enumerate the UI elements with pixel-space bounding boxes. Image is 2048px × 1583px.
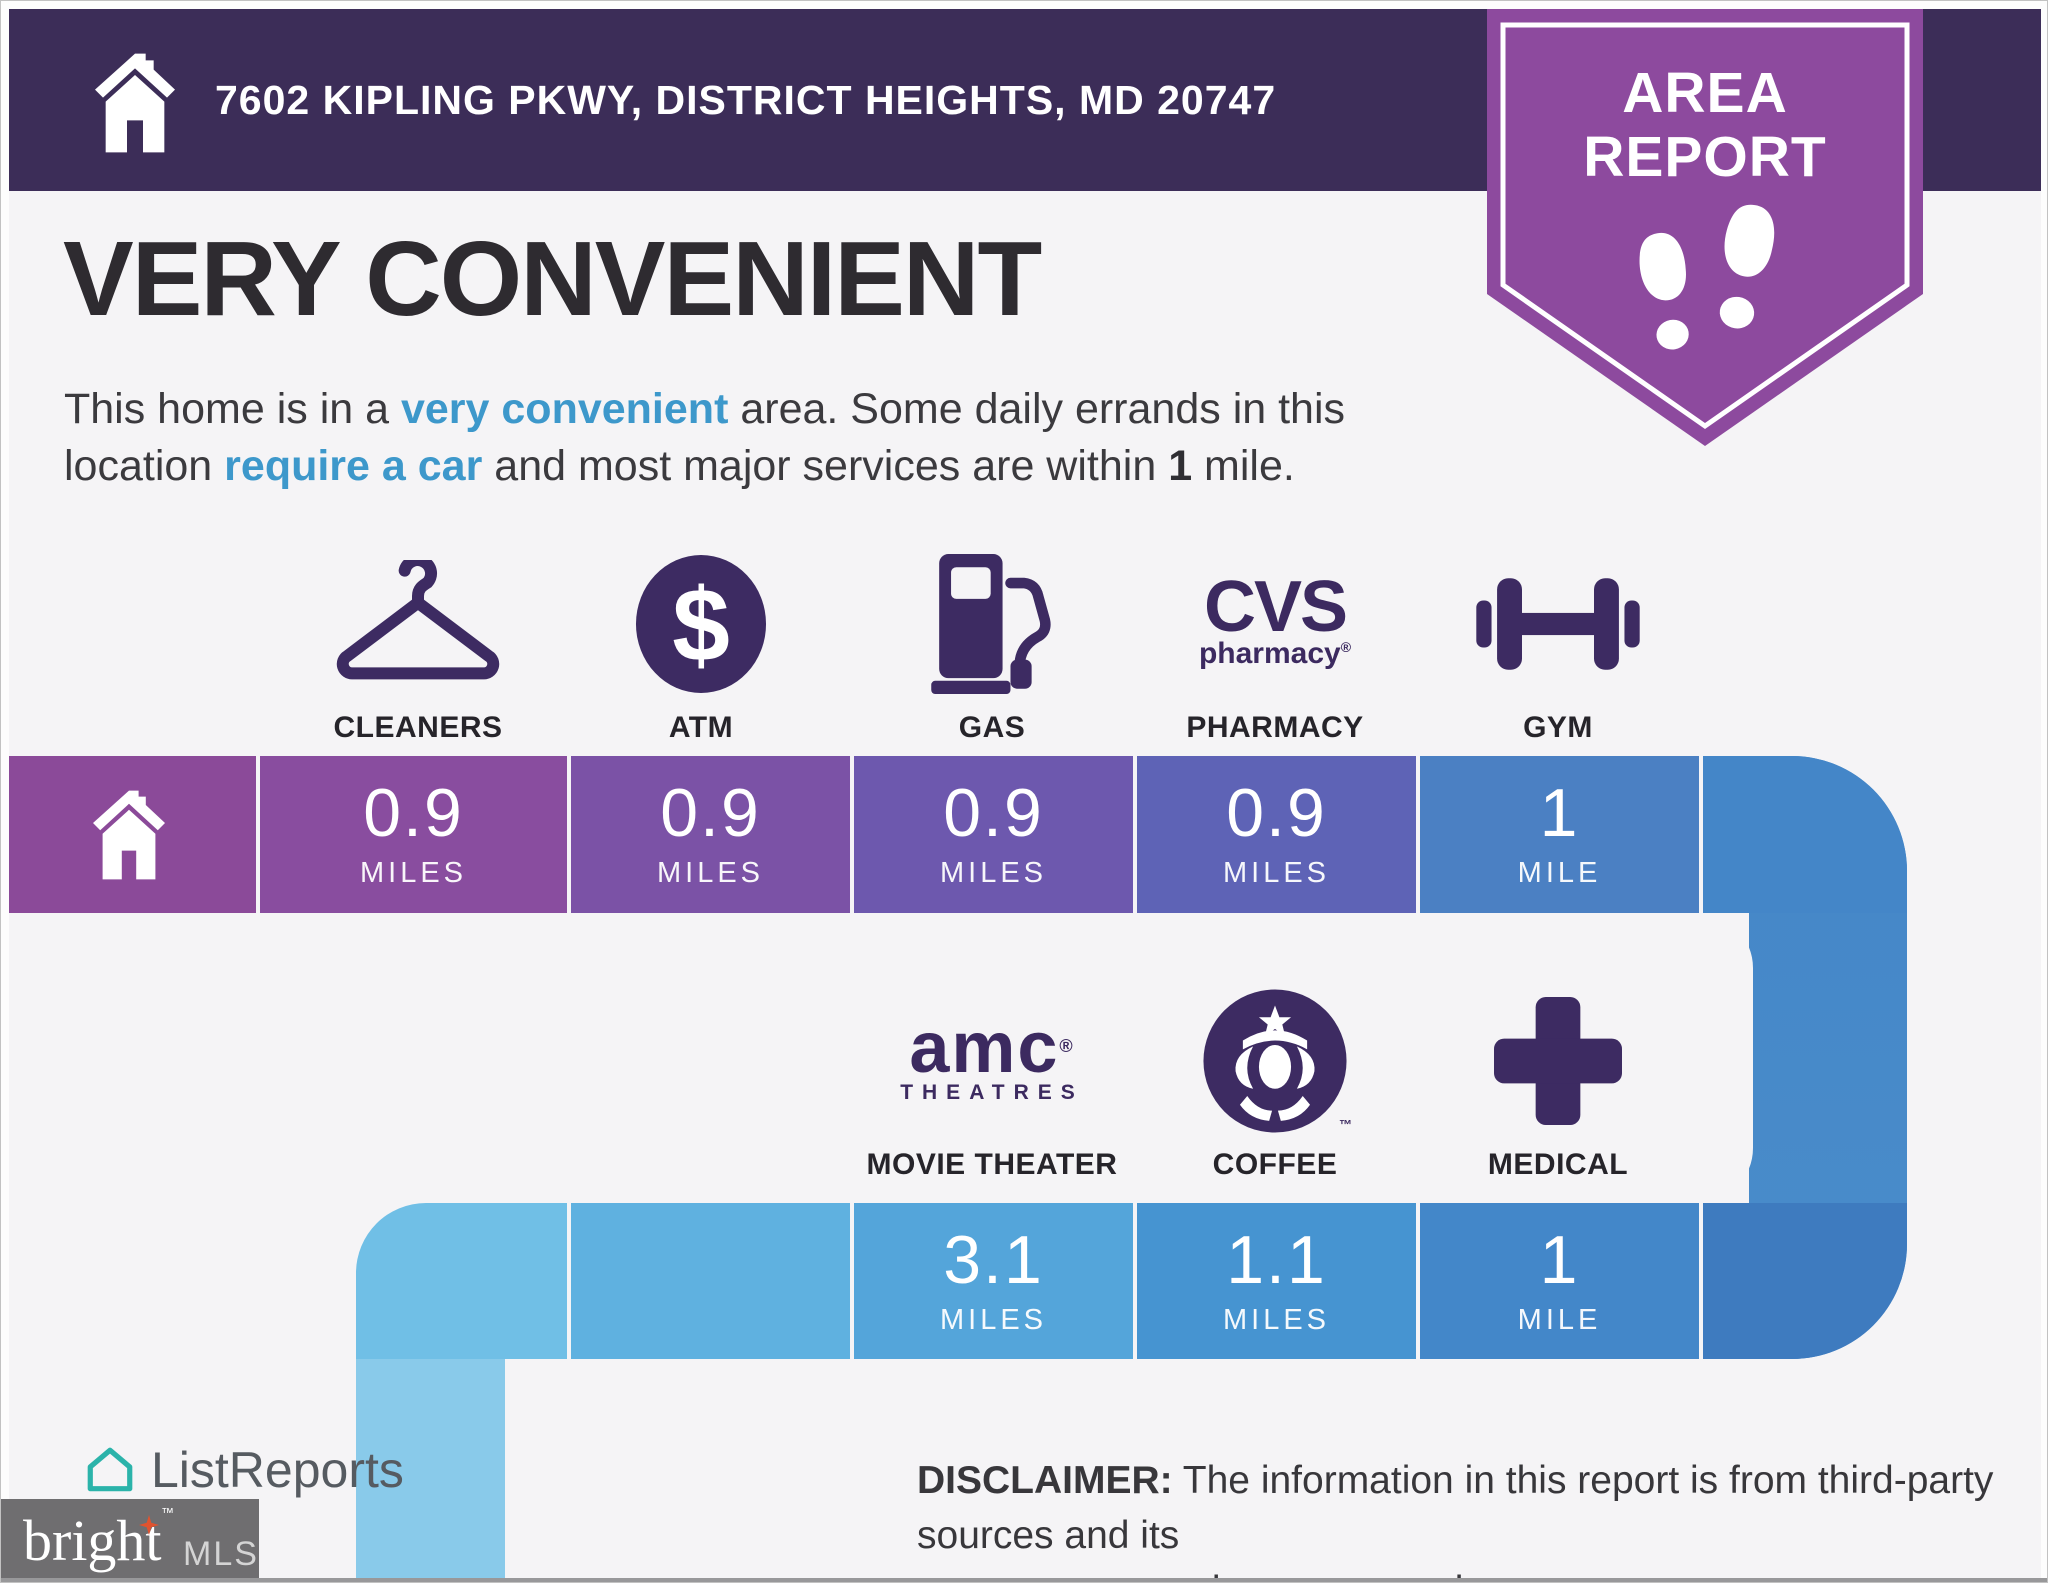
distance-cell-gym: 1 MILE <box>1420 756 1699 913</box>
distance-cell-cleaners: 0.9 MILES <box>260 756 567 913</box>
area-report-badge: AREA REPORT <box>1487 9 1923 446</box>
svg-text:$: $ <box>672 567 730 683</box>
cvs-pharmacy-logo: CVS pharmacy® <box>1125 549 1425 699</box>
path-home-segment <box>1 756 256 913</box>
cvs-logo-text: CVS <box>1203 567 1348 647</box>
amenity-medical: MEDICAL <box>1408 986 1708 1181</box>
distance-cell-pharmacy: 0.9 MILES <box>1137 756 1416 913</box>
amenity-label: ATM <box>668 711 734 744</box>
path-elbow-bottom-left <box>356 1203 567 1359</box>
distance-cell-medical: 1 MILE <box>1420 1203 1699 1359</box>
distance-cell-gas: 0.9 MILES <box>854 756 1133 913</box>
home-icon <box>95 53 175 153</box>
amenity-gym: GYM <box>1408 549 1708 745</box>
intro-line2: location require a car and most major se… <box>64 442 1295 490</box>
amenity-label: PHARMACY <box>1186 711 1364 744</box>
amenity-atm: $ ATM <box>551 549 851 745</box>
disclaimer-text: DISCLAIMER: The information in this repo… <box>917 1459 1994 1582</box>
bright-wordmark: bright <box>23 1508 162 1573</box>
intro-line1: This home is in a very convenient area. … <box>64 385 1346 433</box>
bright-mls-logo: bright ™ MLS <box>1 1499 259 1582</box>
mls-suffix: MLS <box>183 1535 259 1573</box>
listreports-wordmark: ListReports <box>151 1442 404 1498</box>
amenity-cleaners: CLEANERS <box>268 549 568 745</box>
bottom-row-card <box>1 913 1753 1203</box>
listreports-logo: ListReports <box>83 1441 404 1499</box>
badge-pennant-shape <box>1487 9 1923 446</box>
amenity-pharmacy: CVS pharmacy® PHARMACY <box>1125 549 1425 745</box>
amc-theatres-logo: amc® THEATRES <box>842 986 1142 1136</box>
amenity-label: MOVIE THEATER <box>866 1148 1118 1181</box>
medical-cross-icon <box>1494 997 1622 1125</box>
frame-right <box>2041 1 2047 1582</box>
intro-strong-1: 1 <box>1168 442 1193 490</box>
path-elbow-bottom-right <box>1703 1203 1907 1359</box>
path-blank-segment <box>571 1203 850 1359</box>
amenity-label: GYM <box>1523 711 1593 744</box>
gas-pump-icon <box>931 554 1051 694</box>
distance-cell-coffee: 1.1 MILES <box>1137 1203 1416 1359</box>
amenity-label: GAS <box>958 711 1026 744</box>
starbucks-tm: ™ <box>1339 1117 1352 1132</box>
dollar-circle-icon: $ <box>635 555 767 693</box>
cvs-logo-sub: pharmacy® <box>1198 637 1352 670</box>
frame-left <box>1 1 9 1582</box>
bright-tm: ™ <box>161 1505 174 1520</box>
badge-line2: REPORT <box>1583 125 1827 189</box>
property-address: 7602 KIPLING PKWY, DISTRICT HEIGHTS, MD … <box>215 9 1276 191</box>
badge-title: AREA REPORT <box>1487 61 1923 189</box>
amenity-movie-theater: amc® THEATRES MOVIE THEATER <box>842 986 1142 1181</box>
address-text: 7602 KIPLING PKWY, DISTRICT HEIGHTS, MD … <box>215 76 1277 123</box>
amenity-gas: GAS <box>842 549 1142 745</box>
path-left-vertical <box>356 1359 505 1582</box>
frame-top <box>1 1 2047 9</box>
starbucks-logo: ™ <box>1202 988 1352 1134</box>
intro-highlight-1: very convenient <box>400 385 729 433</box>
frame-bottom <box>1 1578 2047 1582</box>
amenity-label: MEDICAL <box>1487 1148 1629 1181</box>
path-elbow-top-right <box>1703 756 1907 913</box>
intro-paragraph: This home is in a very convenient area. … <box>64 381 1345 495</box>
distance-cell-movie-theater: 3.1 MILES <box>854 1203 1133 1359</box>
hanger-icon <box>336 560 500 680</box>
intro-highlight-2: require a car <box>224 442 483 490</box>
amc-logo-text: amc® <box>909 1008 1075 1088</box>
dumbbell-icon <box>1476 578 1640 670</box>
footprints-icon <box>1637 201 1797 371</box>
amc-logo-sub: THEATRES <box>900 1081 1084 1104</box>
home-icon <box>92 790 165 879</box>
amenity-coffee: ™ COFFEE <box>1125 986 1425 1181</box>
disclaimer-label: DISCLAIMER: <box>917 1459 1173 1502</box>
listreports-house-icon <box>87 1447 133 1492</box>
bright-star-icon <box>139 1515 159 1535</box>
amenity-label: CLEANERS <box>333 711 503 744</box>
distance-cell-atm: 0.9 MILES <box>571 756 850 913</box>
page-title: VERY CONVENIENT <box>63 220 1042 338</box>
amenity-label: COFFEE <box>1212 1148 1338 1181</box>
badge-line1: AREA <box>1622 61 1788 125</box>
